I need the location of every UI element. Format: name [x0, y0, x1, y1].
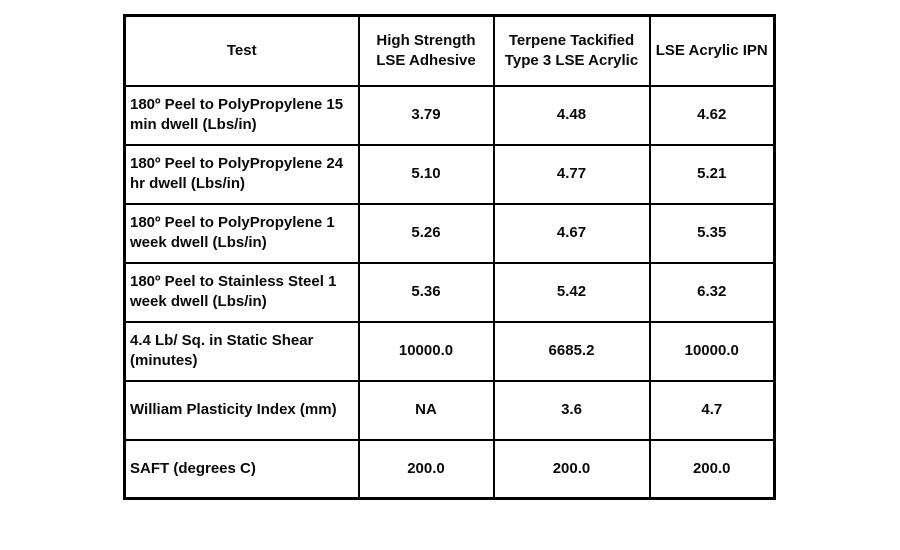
table-row: 180º Peel to PolyPropylene 15 min dwell …: [123, 84, 776, 146]
value-cell: 200.0: [648, 438, 776, 500]
value-cell: 200.0: [357, 438, 495, 500]
value-cell: 5.21: [648, 143, 776, 205]
value-cell: 5.26: [357, 202, 495, 264]
value-cell: 10000.0: [357, 320, 495, 382]
table-row: SAFT (degrees C) 200.0 200.0 200.0: [123, 438, 776, 500]
value-cell: 4.7: [648, 379, 776, 441]
table-row: 180º Peel to PolyPropylene 24 hr dwell (…: [123, 143, 776, 205]
value-cell: 4.77: [492, 143, 651, 205]
test-label: 180º Peel to PolyPropylene 24 hr dwell (…: [123, 143, 360, 205]
value-cell: 4.62: [648, 84, 776, 146]
header-row: Test High Strength LSE Adhesive Terpene …: [123, 14, 776, 87]
value-cell: 4.67: [492, 202, 651, 264]
table-row: 180º Peel to PolyPropylene 1 week dwell …: [123, 202, 776, 264]
test-label: 180º Peel to PolyPropylene 15 min dwell …: [123, 84, 360, 146]
column-header-high-strength-lse-adhesive: High Strength LSE Adhesive: [357, 14, 495, 87]
test-label: 180º Peel to PolyPropylene 1 week dwell …: [123, 202, 360, 264]
column-header-lse-acrylic-ipn: LSE Acrylic IPN: [648, 14, 776, 87]
value-cell: NA: [357, 379, 495, 441]
value-cell: 5.35: [648, 202, 776, 264]
value-cell: 5.36: [357, 261, 495, 323]
value-cell: 4.48: [492, 84, 651, 146]
table-row: 4.4 Lb/ Sq. in Static Shear (minutes) 10…: [123, 320, 776, 382]
table-row: 180º Peel to Stainless Steel 1 week dwel…: [123, 261, 776, 323]
value-cell: 6.32: [648, 261, 776, 323]
table-row: William Plasticity Index (mm) NA 3.6 4.7: [123, 379, 776, 441]
test-label: 4.4 Lb/ Sq. in Static Shear (minutes): [123, 320, 360, 382]
test-label: 180º Peel to Stainless Steel 1 week dwel…: [123, 261, 360, 323]
value-cell: 10000.0: [648, 320, 776, 382]
value-cell: 5.10: [357, 143, 495, 205]
column-header-terpene-tackified-type3-lse-acrylic: Terpene Tackified Type 3 LSE Acrylic: [492, 14, 651, 87]
value-cell: 3.6: [492, 379, 651, 441]
value-cell: 5.42: [492, 261, 651, 323]
adhesive-properties-table: Test High Strength LSE Adhesive Terpene …: [123, 14, 776, 500]
value-cell: 3.79: [357, 84, 495, 146]
test-label: William Plasticity Index (mm): [123, 379, 360, 441]
value-cell: 6685.2: [492, 320, 651, 382]
test-label: SAFT (degrees C): [123, 438, 360, 500]
value-cell: 200.0: [492, 438, 651, 500]
column-header-test: Test: [123, 14, 360, 87]
